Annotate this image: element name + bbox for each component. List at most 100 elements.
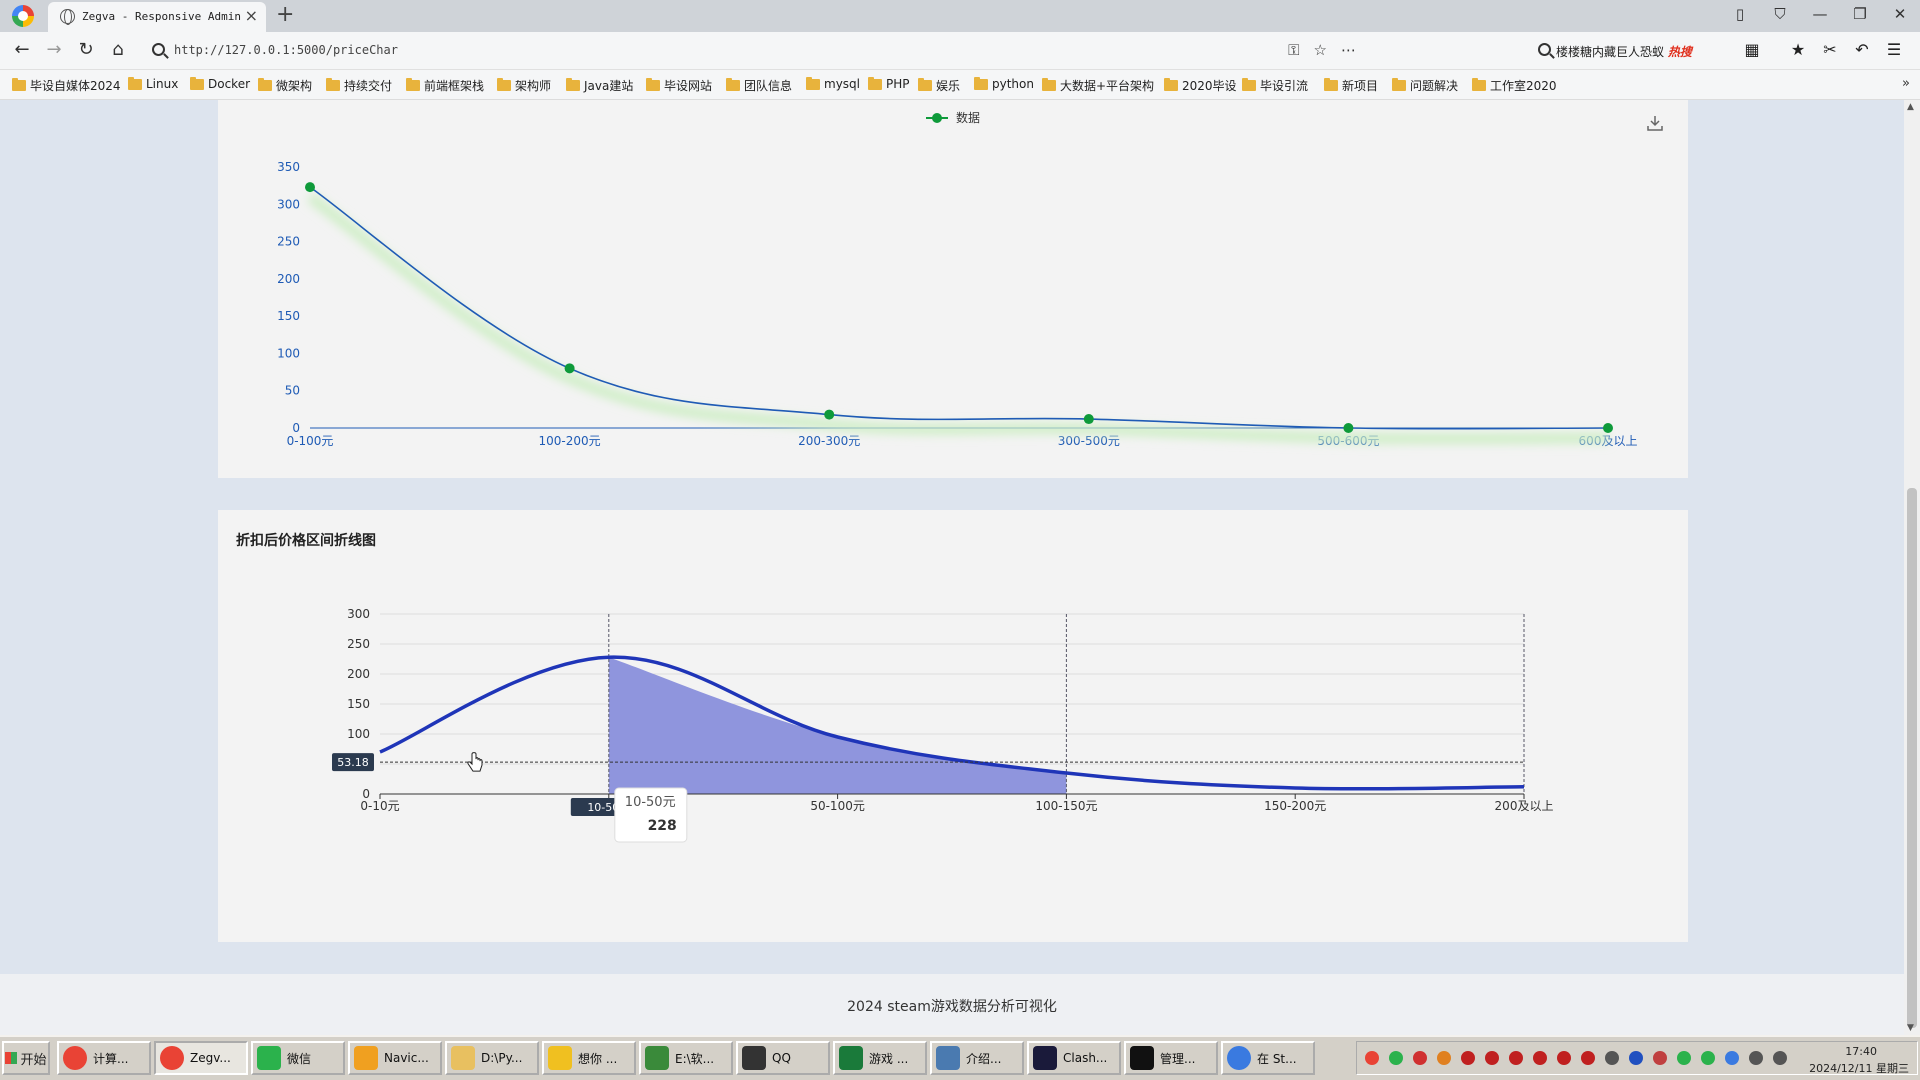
scroll-down-icon[interactable]: ▼: [1907, 1023, 1914, 1033]
scroll-thumb[interactable]: [1907, 488, 1917, 1028]
chart-title: 折扣后价格区间折线图: [236, 533, 376, 549]
taskbar-item-label: 游戏 ...: [869, 1051, 909, 1066]
tray-icon[interactable]: [1629, 1051, 1643, 1065]
start-button[interactable]: 开始: [2, 1041, 50, 1075]
data-point[interactable]: [564, 363, 575, 374]
shirt-icon[interactable]: ⛉: [1774, 5, 1786, 23]
tray-icon[interactable]: [1365, 1051, 1379, 1065]
restore-button[interactable]: ❐: [1853, 5, 1867, 23]
x-tick-label: 0-10元: [360, 799, 399, 813]
tray-icon[interactable]: [1773, 1051, 1787, 1065]
clock-date: 2024/12/11 星期三: [1809, 1062, 1909, 1075]
undo-icon[interactable]: ↶: [1855, 40, 1869, 59]
page-scrollbar[interactable]: ▲ ▼: [1904, 100, 1920, 1035]
tray-icon[interactable]: [1461, 1051, 1475, 1065]
tray-icon[interactable]: [1725, 1051, 1739, 1065]
bookmark-item[interactable]: 持续交付: [326, 77, 392, 94]
tray-icon[interactable]: [1413, 1051, 1427, 1065]
bookmark-item[interactable]: 架构师: [497, 77, 551, 94]
reader-icon[interactable]: ▯: [1735, 5, 1745, 23]
menu-icon[interactable]: ☰: [1886, 40, 1902, 59]
download-icon[interactable]: [1646, 114, 1664, 132]
taskbar-item[interactable]: 微信: [251, 1041, 345, 1075]
data-point[interactable]: [1083, 414, 1094, 425]
bookmark-label: python: [992, 77, 1034, 91]
bookmark-item[interactable]: 毕设引流: [1242, 77, 1308, 94]
tray-icon[interactable]: [1437, 1051, 1451, 1065]
bookmark-item[interactable]: python: [974, 76, 1034, 91]
tray-icon[interactable]: [1533, 1051, 1547, 1065]
tray-icon[interactable]: [1485, 1051, 1499, 1065]
close-window-button[interactable]: ✕: [1893, 5, 1907, 23]
address-bar[interactable]: http://127.0.0.1:5000/priceChar ⚿☆⋯: [142, 38, 1370, 64]
taskbar-item[interactable]: 介绍...: [930, 1041, 1024, 1075]
tray-icon[interactable]: [1389, 1051, 1403, 1065]
bookmark-item[interactable]: 2020毕设: [1164, 77, 1237, 94]
tray-icon[interactable]: [1701, 1051, 1715, 1065]
tray-icon[interactable]: [1581, 1051, 1595, 1065]
taskbar-item[interactable]: QQ: [736, 1041, 830, 1075]
scissors-icon[interactable]: ✂: [1823, 40, 1837, 59]
bookmark-item[interactable]: 毕设网站: [646, 77, 712, 94]
bookmark-item[interactable]: 问题解决: [1392, 77, 1458, 94]
data-point[interactable]: [1603, 423, 1613, 433]
bookmark-item[interactable]: PHP: [868, 76, 910, 91]
tray-icon[interactable]: [1653, 1051, 1667, 1065]
bookmark-item[interactable]: 团队信息: [726, 77, 792, 94]
bookmark-item[interactable]: 大数据+平台架构: [1042, 77, 1154, 94]
bookmark-item[interactable]: 娱乐: [918, 77, 960, 94]
bookmark-item[interactable]: mysql: [806, 76, 860, 91]
taskbar-item[interactable]: Clash...: [1027, 1041, 1121, 1075]
taskbar-item[interactable]: 在 St...: [1221, 1041, 1315, 1075]
app-icon: [742, 1046, 766, 1070]
bookmark-label: Docker: [208, 77, 251, 91]
bookmark-item[interactable]: 新项目: [1324, 77, 1378, 94]
app-icon: [160, 1046, 184, 1070]
bookmark-item[interactable]: 前端框架栈: [406, 77, 484, 94]
home-icon[interactable]: ⌂: [112, 39, 124, 60]
bookmark-item[interactable]: 毕设自媒体2024: [12, 77, 121, 94]
taskbar-item[interactable]: 管理...: [1124, 1041, 1218, 1075]
bookmark-item[interactable]: 微架构: [258, 77, 312, 94]
bookmark-item[interactable]: Docker: [190, 76, 251, 91]
new-tab-button[interactable]: +: [276, 2, 295, 27]
taskbar-item[interactable]: D:\Py...: [445, 1041, 539, 1075]
bookmark-item[interactable]: Linux: [128, 76, 178, 91]
taskbar-item[interactable]: Zegv...: [154, 1041, 248, 1075]
tray-icon[interactable]: [1557, 1051, 1571, 1065]
search-icon: [1538, 43, 1551, 56]
taskbar-item[interactable]: 游戏 ...: [833, 1041, 927, 1075]
crosshair-y-label: 53.18: [332, 753, 374, 772]
y-tick-label: 350: [277, 160, 300, 174]
taskbar-item[interactable]: 想你 ...: [542, 1041, 636, 1075]
original-price-line-chart[interactable]: 数据 0 50 100 150 200 250 300 350 0-100元 100-200元 200…: [218, 100, 1688, 478]
forward-button[interactable]: →: [46, 39, 62, 60]
side-search-box[interactable]: 楼楼糖内藏巨人恐蚁 热搜: [1528, 38, 1728, 64]
address-bar-actions[interactable]: ⚿☆⋯: [1288, 41, 1370, 59]
bookmark-item[interactable]: Java建站: [566, 77, 633, 94]
apps-icon[interactable]: ▦: [1744, 40, 1760, 59]
back-button[interactable]: ←: [14, 39, 30, 60]
scroll-up-icon[interactable]: ▲: [1907, 102, 1914, 112]
data-point[interactable]: [1343, 423, 1354, 433]
bookmark-item[interactable]: 工作室2020: [1472, 77, 1557, 94]
taskbar-item[interactable]: E:\软...: [639, 1041, 733, 1075]
discount-price-area-chart[interactable]: 0501001502002503000-10元10-50元50-100元100-…: [218, 510, 1688, 942]
data-point[interactable]: [305, 182, 315, 193]
taskbar-item[interactable]: Navic...: [348, 1041, 442, 1075]
folder-icon: [868, 76, 882, 90]
data-point[interactable]: [824, 409, 835, 420]
tray-icon[interactable]: [1605, 1051, 1619, 1065]
tray-icon[interactable]: [1677, 1051, 1691, 1065]
browser-tab[interactable]: Zegva - Responsive Admin & ×: [48, 2, 266, 32]
tray-icon[interactable]: [1509, 1051, 1523, 1065]
favorites-icon[interactable]: ★: [1790, 40, 1806, 59]
close-tab-icon[interactable]: ×: [244, 6, 258, 25]
taskbar-item[interactable]: 计算...: [57, 1041, 151, 1075]
more-bookmarks-icon[interactable]: »: [1902, 76, 1910, 91]
reload-button[interactable]: ↻: [78, 39, 94, 60]
url-text[interactable]: http://127.0.0.1:5000/priceChar: [174, 43, 398, 57]
chart-legend[interactable]: 数据: [926, 110, 980, 125]
minimize-button[interactable]: —: [1812, 5, 1828, 23]
tray-icon[interactable]: [1749, 1051, 1763, 1065]
